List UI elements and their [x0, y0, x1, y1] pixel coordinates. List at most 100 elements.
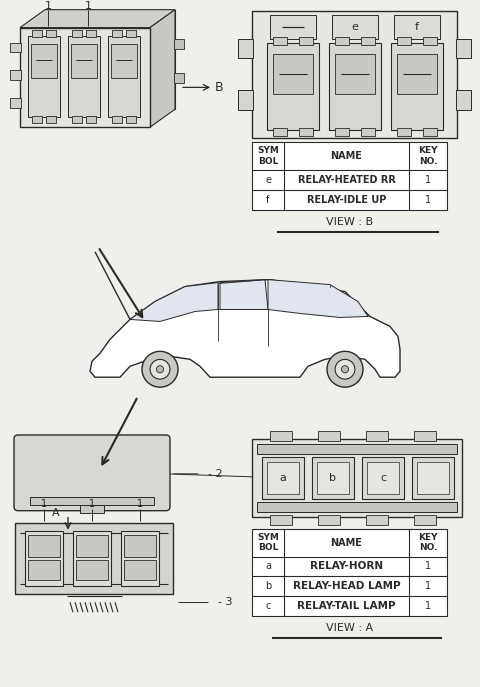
Text: b: b: [265, 581, 271, 592]
Text: NAME: NAME: [331, 151, 362, 161]
Bar: [414, 515, 436, 525]
Text: NAME: NAME: [331, 537, 362, 548]
Bar: [273, 128, 287, 136]
Polygon shape: [90, 280, 400, 377]
Bar: [10, 71, 21, 80]
Bar: [174, 38, 184, 49]
Bar: [267, 43, 319, 131]
Bar: [318, 431, 340, 441]
Bar: [76, 534, 108, 556]
Text: b: b: [329, 473, 336, 483]
Circle shape: [335, 359, 355, 379]
Bar: [391, 43, 443, 131]
Text: RELAY-IDLE UP: RELAY-IDLE UP: [307, 195, 386, 205]
Bar: [112, 116, 122, 123]
Bar: [73, 530, 111, 587]
Bar: [238, 38, 253, 58]
Bar: [312, 457, 354, 499]
Bar: [76, 561, 108, 581]
Text: A: A: [52, 508, 60, 518]
Bar: [108, 36, 140, 117]
Polygon shape: [130, 282, 218, 322]
Bar: [317, 462, 349, 494]
Bar: [86, 30, 96, 36]
Bar: [72, 30, 82, 36]
Bar: [32, 30, 42, 36]
Text: B: B: [215, 81, 223, 94]
Text: KEY
NO.: KEY NO.: [418, 146, 438, 166]
Text: c: c: [265, 601, 271, 611]
Bar: [15, 523, 173, 594]
Bar: [267, 462, 299, 494]
Text: e: e: [265, 175, 271, 185]
Bar: [273, 36, 287, 45]
Bar: [270, 431, 292, 441]
Bar: [31, 43, 57, 78]
Bar: [456, 38, 471, 58]
Text: VIEW : A: VIEW : A: [326, 623, 373, 633]
Bar: [273, 54, 313, 94]
Bar: [10, 98, 21, 109]
Bar: [32, 116, 42, 123]
Text: VIEW : B: VIEW : B: [326, 217, 373, 227]
Text: e: e: [351, 21, 359, 32]
Bar: [10, 43, 21, 52]
Bar: [335, 54, 375, 94]
Bar: [270, 14, 316, 38]
Bar: [335, 128, 349, 136]
Bar: [329, 43, 381, 131]
Text: 1: 1: [425, 601, 431, 611]
Polygon shape: [268, 280, 368, 317]
Text: a: a: [265, 561, 271, 572]
Bar: [124, 561, 156, 581]
Bar: [126, 116, 136, 123]
Circle shape: [327, 351, 363, 387]
Bar: [112, 30, 122, 36]
Text: a: a: [279, 473, 287, 483]
Text: 1: 1: [425, 175, 431, 185]
Bar: [257, 502, 457, 512]
Bar: [423, 128, 437, 136]
Bar: [71, 43, 97, 78]
Text: 1: 1: [137, 499, 143, 508]
Text: f: f: [415, 21, 419, 32]
Text: RELAY-HORN: RELAY-HORN: [310, 561, 383, 572]
Text: SYM
BOL: SYM BOL: [257, 146, 279, 166]
Bar: [412, 457, 454, 499]
Text: 1: 1: [45, 1, 51, 11]
Text: 1: 1: [425, 561, 431, 572]
Text: KEY
NO.: KEY NO.: [418, 533, 438, 552]
Bar: [361, 128, 375, 136]
Bar: [397, 36, 411, 45]
Text: 1: 1: [41, 499, 47, 508]
Bar: [121, 530, 159, 587]
Bar: [111, 43, 137, 78]
Bar: [252, 11, 457, 138]
Bar: [366, 515, 388, 525]
Bar: [332, 14, 378, 38]
Bar: [28, 534, 60, 556]
Text: 1: 1: [425, 581, 431, 592]
Bar: [238, 91, 253, 111]
Circle shape: [341, 365, 348, 373]
Bar: [397, 128, 411, 136]
Bar: [28, 561, 60, 581]
Text: 1: 1: [84, 1, 92, 11]
Bar: [361, 36, 375, 45]
Bar: [417, 462, 449, 494]
Bar: [252, 439, 462, 517]
Bar: [335, 36, 349, 45]
Bar: [397, 54, 437, 94]
Text: 1: 1: [89, 499, 95, 508]
Circle shape: [156, 365, 164, 373]
Circle shape: [150, 359, 170, 379]
Polygon shape: [220, 280, 268, 309]
Bar: [126, 30, 136, 36]
Polygon shape: [20, 10, 175, 27]
Text: - 2: - 2: [208, 469, 223, 479]
Bar: [299, 128, 313, 136]
Text: - 3: - 3: [218, 597, 232, 607]
Bar: [414, 431, 436, 441]
Bar: [80, 505, 104, 513]
Bar: [174, 74, 184, 83]
